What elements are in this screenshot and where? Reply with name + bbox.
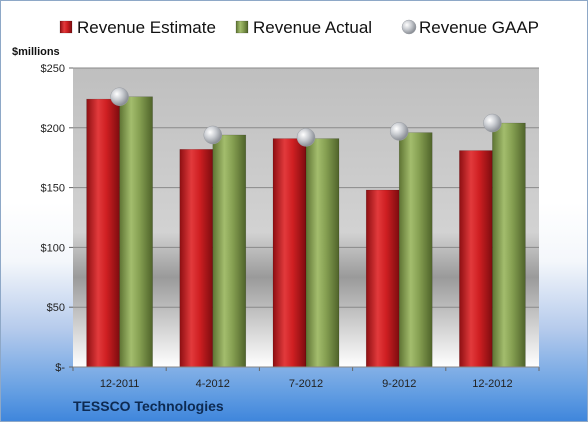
marker-revenue-gaap-12-2012 [483, 113, 502, 133]
x-tick-label: 9-2012 [382, 378, 416, 390]
x-tick-label: 7-2012 [289, 378, 323, 390]
bar-revenue-actual-12-2012 [492, 122, 526, 368]
bar-revenue-actual-9-2012 [398, 132, 433, 368]
legend: Revenue Estimate Revenue Actual Revenue GA… [59, 18, 539, 37]
legend-label: Revenue GAAP [419, 18, 539, 37]
y-tick-label: $200 [41, 123, 65, 135]
legend-swatch [235, 20, 249, 34]
x-tick-label: 12-2012 [472, 378, 512, 390]
legend-swatch [59, 20, 73, 34]
x-tick-label: 12-2011 [100, 378, 140, 390]
bars [86, 96, 526, 368]
y-tick-label: $- [55, 362, 65, 374]
bar-revenue-actual-7-2012 [305, 138, 340, 368]
y-tick-label: $100 [41, 242, 65, 254]
x-tick-label: 4-2012 [196, 378, 230, 390]
company-name: TESSCO Technologies [73, 398, 224, 414]
gaap-markers [110, 87, 502, 147]
marker-revenue-gaap-4-2012 [203, 125, 223, 145]
bar-revenue-estimate-12-2011 [86, 98, 120, 368]
bar-revenue-estimate-12-2012 [459, 150, 493, 368]
bar-revenue-actual-4-2012 [212, 134, 247, 368]
y-tick-label: $150 [41, 183, 65, 195]
legend-swatch [401, 19, 417, 35]
y-tick-label: $50 [47, 302, 65, 314]
bar-revenue-estimate-9-2012 [365, 189, 400, 368]
bar-revenue-actual-12-2011 [119, 96, 153, 368]
bar-revenue-estimate-7-2012 [272, 138, 307, 368]
y-tick-label: $250 [41, 63, 65, 75]
y-axis-unit-label: $millions [12, 46, 60, 58]
legend-label: Revenue Estimate [77, 18, 216, 37]
legend-label: Revenue Actual [253, 18, 372, 37]
y-axis: $- $50 $100 $150 $200 $250 [41, 63, 73, 374]
marker-revenue-gaap-9-2012 [389, 122, 409, 141]
marker-revenue-gaap-12-2011 [110, 87, 129, 106]
x-axis: 12-2011 4-2012 7-2012 9-2012 12-2012 [72, 367, 540, 390]
marker-revenue-gaap-7-2012 [296, 128, 316, 147]
bar-revenue-estimate-4-2012 [179, 149, 214, 368]
